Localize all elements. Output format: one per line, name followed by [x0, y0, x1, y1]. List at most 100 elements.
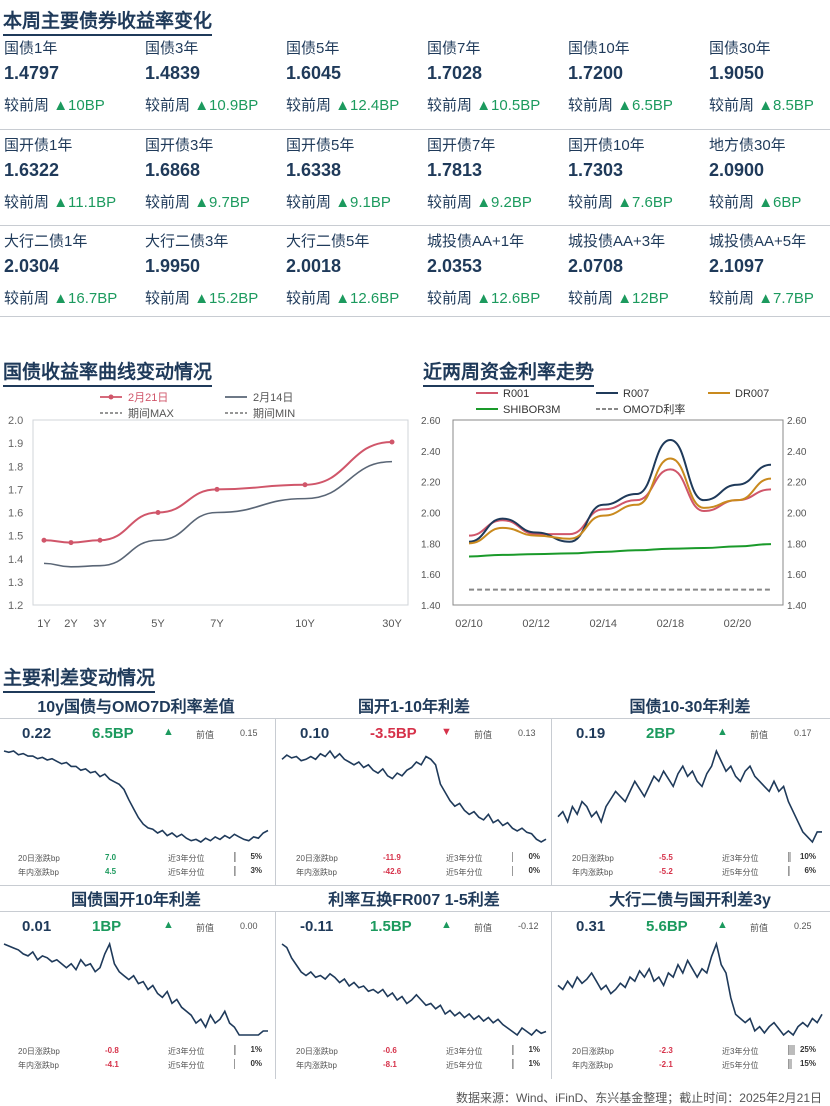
- spread-value: 0.19: [576, 725, 606, 742]
- legend-label: SHIBOR3M: [503, 404, 560, 416]
- y-tick-label: 2.0: [8, 415, 23, 427]
- bond-change: 较前周 ▲15.2BP: [145, 287, 258, 308]
- bond-yield: 1.7200: [568, 63, 624, 83]
- y-tick-label-left: 1.80: [421, 539, 441, 550]
- stat-ytd-value: -42.6: [383, 867, 402, 876]
- spread-value: -0.11: [300, 918, 334, 935]
- bond-change-label: 较前周: [145, 194, 191, 211]
- section-title-spreads: 主要利差变动情况: [3, 663, 156, 693]
- bond-change-value: ▲12.6BP: [476, 290, 541, 307]
- bond-change-label: 较前周: [145, 290, 191, 307]
- y-tick-label: 1.9: [8, 438, 23, 450]
- bond-name: 国债5年: [286, 40, 340, 57]
- stat-20d-value: 7.0: [105, 853, 117, 862]
- prev-label: 前值: [474, 923, 493, 933]
- bond-yield: 1.6338: [286, 160, 342, 180]
- bond-yield: 1.7028: [427, 63, 483, 83]
- prev-value: 0.17: [794, 728, 812, 738]
- series-line-2: [468, 457, 772, 545]
- data-point: [97, 537, 103, 543]
- bond-change-label: 较前周: [427, 97, 473, 114]
- bond-change: 较前周 ▲12.4BP: [286, 94, 399, 115]
- percentile-bar: 10%: [788, 852, 818, 862]
- triangle-up-icon: ▲: [163, 919, 174, 931]
- percentile-value: 25%: [799, 1045, 816, 1054]
- bond-cell: 地方债30年 2.0900 较前周 ▲6BP: [705, 130, 830, 226]
- pct-3y-label: 近3年分位: [446, 1047, 483, 1056]
- section-title-curve: 国债收益率曲线变动情况: [3, 357, 213, 387]
- spread-change: -3.5BP: [370, 725, 417, 742]
- bond-name: 大行二债3年: [145, 233, 229, 250]
- percentile-bar: 5%: [234, 852, 264, 862]
- x-tick-label: 30Y: [382, 618, 402, 630]
- spread-value: 0.22: [22, 725, 52, 742]
- stat-20d-label: 20日涨跌bp: [296, 854, 338, 863]
- spread-sparkline: [281, 943, 547, 1037]
- percentile-fill: [789, 852, 792, 862]
- bond-cell: 国开债1年 1.6322 较前周 ▲11.1BP: [0, 130, 140, 226]
- bond-change-label: 较前周: [568, 290, 614, 307]
- percentile-bar: 25%: [788, 1045, 818, 1055]
- bond-name: 国债7年: [427, 40, 481, 57]
- y-tick-label-left: 1.60: [421, 570, 441, 581]
- bond-change-value: ▲10BP: [53, 97, 105, 114]
- percentile-value: 0%: [528, 852, 540, 861]
- section-title-yields: 本周主要债券收益率变化: [3, 6, 213, 36]
- spread-change: 1BP: [92, 918, 122, 935]
- spread-value: 0.31: [576, 918, 606, 935]
- triangle-up-icon: ▲: [441, 919, 452, 931]
- bond-cell: 城投债AA+3年 2.0708 较前周 ▲12BP: [564, 226, 704, 322]
- pct-5y-label: 近5年分位: [168, 1061, 205, 1070]
- bond-cell: 城投债AA+5年 2.1097 较前周 ▲7.7BP: [705, 226, 830, 322]
- y-tick-label: 1.8: [8, 461, 23, 473]
- bond-change-label: 较前周: [709, 97, 755, 114]
- percentile-value: 3%: [250, 866, 262, 875]
- prev-label: 前值: [196, 730, 215, 740]
- stat-ytd-label: 年内涨跌bp: [572, 868, 613, 877]
- legend-label: R001: [503, 388, 529, 400]
- bond-cell: 城投债AA+1年 2.0353 较前周 ▲12.6BP: [423, 226, 563, 322]
- bond-name: 国开债5年: [286, 137, 355, 154]
- bond-change: 较前周 ▲6BP: [709, 191, 801, 212]
- bond-yield: 2.0304: [4, 256, 60, 276]
- bond-yield: 1.6322: [4, 160, 60, 180]
- percentile-bar: 15%: [788, 1059, 818, 1069]
- bond-change-value: ▲6.5BP: [617, 97, 673, 114]
- percentile-value: 1%: [528, 1059, 540, 1068]
- pct-5y-label: 近5年分位: [722, 868, 759, 877]
- bond-change-label: 较前周: [709, 290, 755, 307]
- x-tick-label: 7Y: [210, 618, 224, 630]
- bond-change-label: 较前周: [286, 290, 332, 307]
- y-tick-label-left: 2.40: [421, 447, 441, 458]
- series-line-0: [43, 440, 393, 544]
- x-tick-label: 1Y: [37, 618, 51, 630]
- percentile-fill: [789, 866, 791, 876]
- bond-change: 较前周 ▲7.7BP: [709, 287, 814, 308]
- x-tick-label: 02/10: [455, 618, 483, 630]
- bond-yield: 2.1097: [709, 256, 765, 276]
- percentile-bar: 1%: [512, 1059, 542, 1069]
- bond-change-label: 较前周: [4, 97, 50, 114]
- stat-ytd-label: 年内涨跌bp: [18, 1061, 59, 1070]
- bond-change: 较前周 ▲16.7BP: [4, 287, 117, 308]
- series-line-1: [468, 439, 772, 543]
- stat-ytd-label: 年内涨跌bp: [572, 1061, 613, 1070]
- series-line-0: [468, 468, 772, 537]
- bond-yield: 1.7303: [568, 160, 624, 180]
- bond-change-value: ▲7.6BP: [617, 194, 673, 211]
- bond-change-value: ▲8.5BP: [758, 97, 814, 114]
- bond-change-value: ▲12.4BP: [335, 97, 400, 114]
- stat-20d-label: 20日涨跌bp: [572, 1047, 614, 1056]
- bond-cell: 国债3年 1.4839 较前周 ▲10.9BP: [141, 33, 281, 129]
- spread-title: 大行二债与国开利差3y: [609, 892, 771, 909]
- bond-yield: 1.4797: [4, 63, 60, 83]
- footer-source: 数据来源：Wind、iFinD、东兴基金整理；截止时间：2025年2月21日: [455, 1091, 822, 1105]
- x-tick-label: 10Y: [295, 618, 315, 630]
- panel-separator: [551, 911, 552, 1079]
- bond-change-value: ▲10.5BP: [476, 97, 541, 114]
- x-tick-label: 02/14: [589, 618, 617, 630]
- bond-change: 较前周 ▲12.6BP: [286, 287, 399, 308]
- bond-change-label: 较前周: [427, 290, 473, 307]
- spread-value: 0.01: [22, 918, 52, 935]
- sparkline-path: [281, 749, 547, 843]
